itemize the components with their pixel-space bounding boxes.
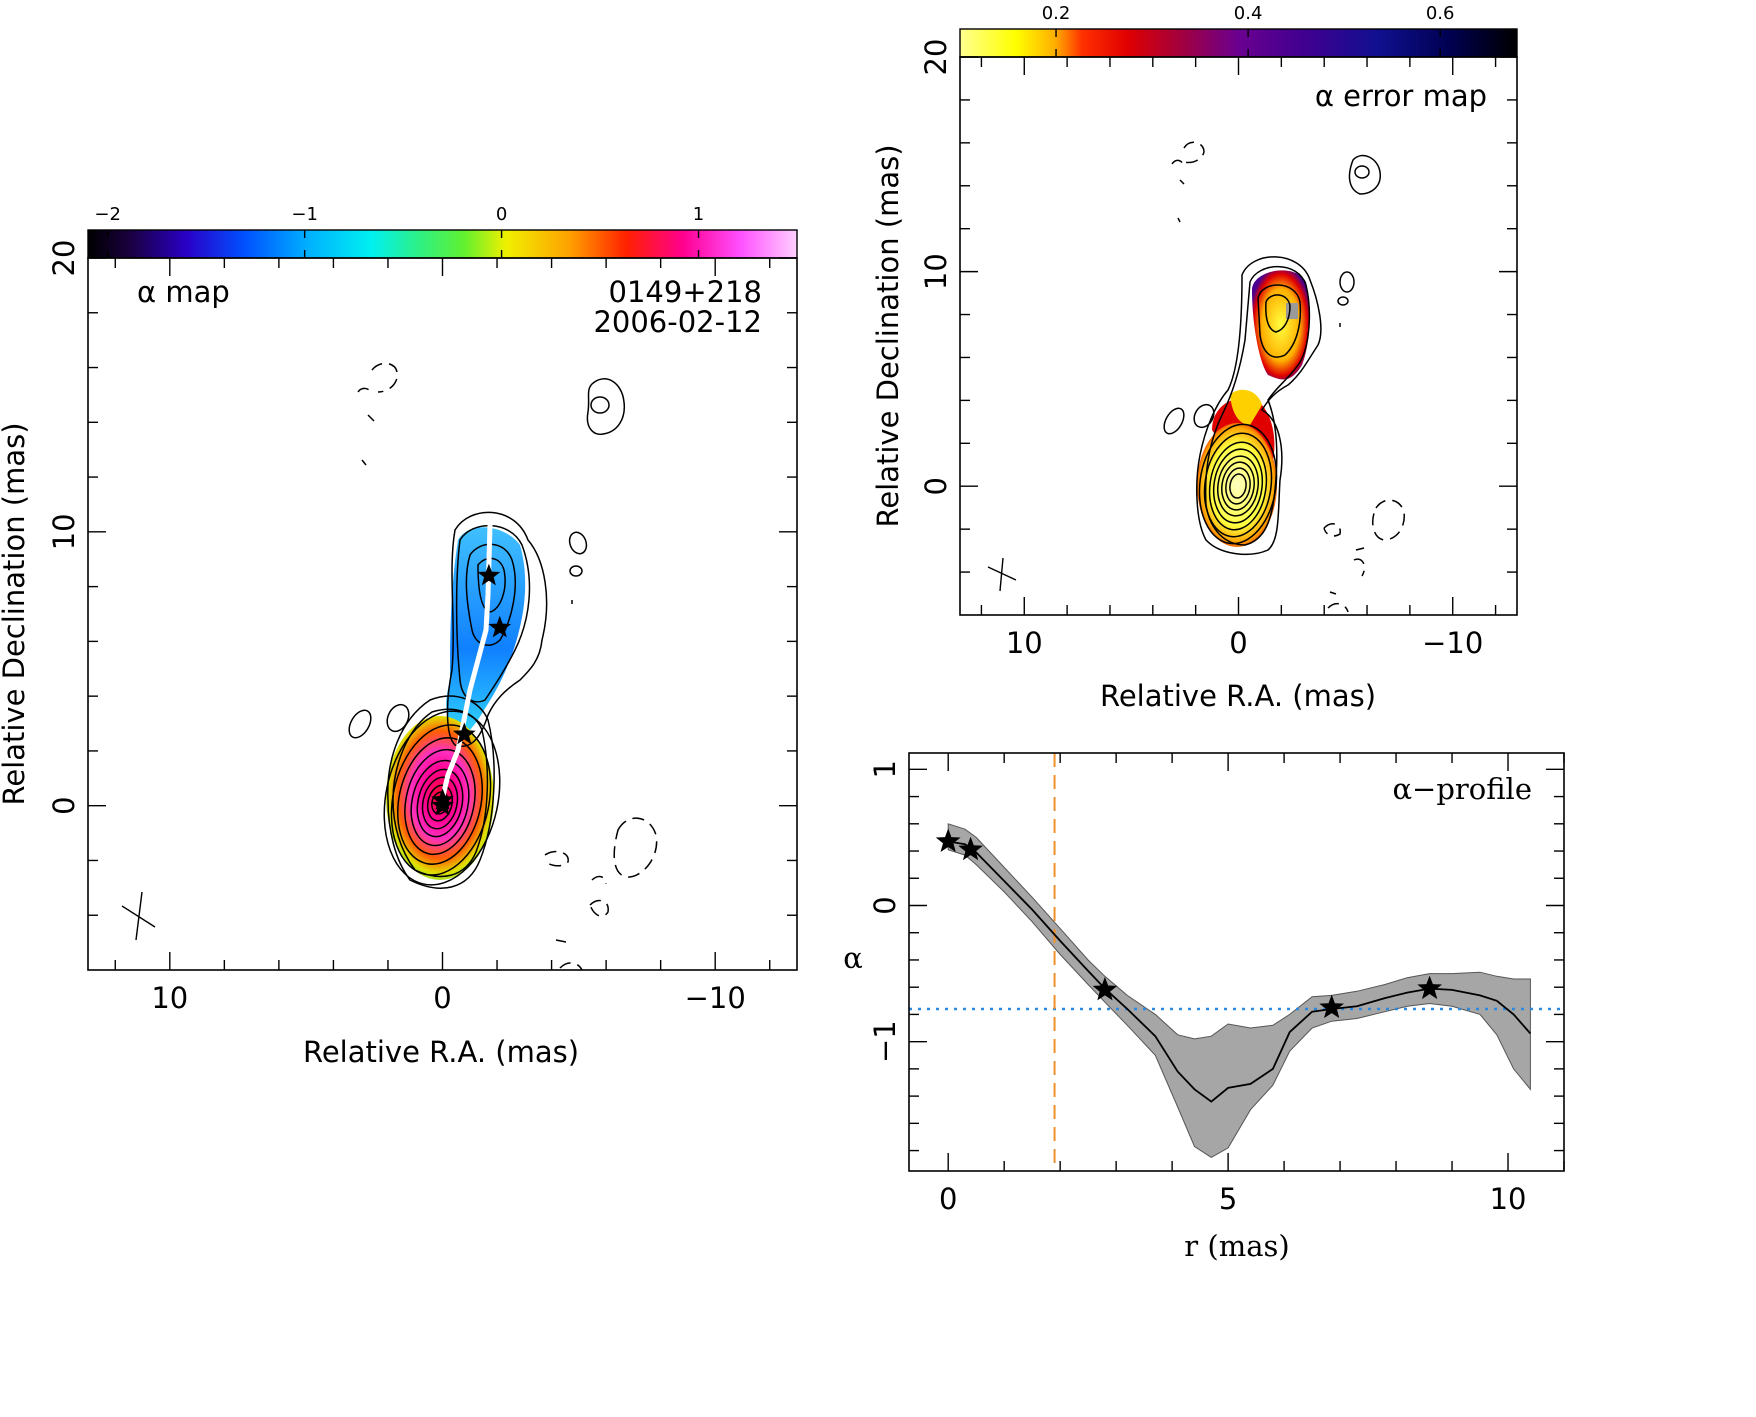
alpha-profile-ytick-label: 0 [868, 896, 902, 914]
alpha-map-cb-tick-label: −1 [291, 204, 318, 225]
error-map-xlabel: Relative R.A. (mas) [1100, 679, 1376, 713]
source-name-label: 0149+218 [609, 275, 762, 309]
alpha-profile-line [948, 840, 1532, 1103]
alpha-profile-frame [908, 752, 1565, 1172]
alpha-profile-star [1417, 975, 1442, 1000]
alpha-map-ytick-label: 0 [47, 796, 81, 814]
alpha-profile-xtick-label: 10 [1490, 1182, 1527, 1216]
error-colorbar [959, 28, 1518, 58]
alpha-colorbar-ticks: −2 −1 0 1 [94, 204, 704, 258]
alpha-profile-plot [909, 753, 1564, 1171]
alpha-map-xtick-label: −10 [685, 981, 746, 1015]
alpha-profile-star [958, 836, 983, 861]
error-map-cb-tick-label: 0.2 [1042, 3, 1071, 24]
error-map-xtick-label: −10 [1422, 626, 1483, 660]
alpha-profile-xtick-label: 5 [1219, 1182, 1237, 1216]
error-colorbar-ticks: 0.2 0.4 0.6 [1042, 3, 1455, 57]
alpha-profile-star [935, 828, 961, 852]
alpha-error-map-panel: 0.2 0.4 0.6 [871, 3, 1518, 713]
error-map-ytick-label: 20 [919, 39, 953, 76]
error-map-cb-tick-label: 0.6 [1426, 3, 1455, 24]
alpha-profile-star [1092, 976, 1118, 1001]
alpha-map-annotation: α map [137, 275, 230, 309]
alpha-map-ticks: 10 0 −10 0 10 20 [47, 240, 797, 1015]
alpha-map-ylabel: Relative Declination (mas) [0, 422, 31, 805]
error-map-image [987, 141, 1405, 613]
alpha-map-cb-tick-label: −2 [94, 204, 121, 225]
alpha-map-ytick-label: 20 [47, 240, 81, 277]
alpha-map-xtick-label: 0 [433, 981, 451, 1015]
error-map-cb-tick-label: 0.4 [1234, 3, 1263, 24]
alpha-profile-ytick-label: −1 [868, 1020, 902, 1063]
alpha-map-star [477, 563, 501, 586]
alpha-profile-ytick-label: 1 [868, 760, 902, 778]
error-map-ylabel: Relative Declination (mas) [871, 144, 905, 527]
alpha-profile-error-band [947, 823, 1531, 1158]
alpha-profile-xlabel: r (mas) [1184, 1229, 1289, 1263]
alpha-map-image [121, 362, 658, 971]
alpha-map-star [452, 722, 476, 745]
alpha-map-ytick-label: 10 [47, 513, 81, 550]
alpha-profile-star [1319, 994, 1344, 1019]
error-map-ytick-label: 0 [919, 477, 953, 495]
error-map-ticks: 10 0 −10 0 10 20 [919, 39, 1517, 660]
alpha-map-xlabel: Relative R.A. (mas) [303, 1035, 579, 1069]
observation-date-label: 2006-02-12 [593, 305, 762, 339]
alpha-map-star [488, 615, 512, 638]
alpha-map-panel: −2 −1 0 1 [0, 204, 798, 1069]
alpha-map-star-markers [431, 563, 512, 816]
alpha-profile-annotation: α−profile [1392, 772, 1532, 806]
alpha-map-star [431, 788, 454, 810]
alpha-map-xtick-label: 10 [151, 981, 188, 1015]
error-map-ytick-label: 10 [919, 253, 953, 290]
error-map-xtick-label: 0 [1229, 626, 1247, 660]
error-map-xtick-label: 10 [1006, 626, 1043, 660]
alpha-profile-ylabel: α [843, 941, 863, 975]
alpha-colorbar [87, 229, 798, 259]
alpha-profile-xtick-label: 0 [939, 1182, 957, 1216]
alpha-map-cb-tick-label: 0 [496, 204, 507, 225]
alpha-map-cb-tick-label: 1 [693, 204, 704, 225]
error-map-annotation: α error map [1315, 79, 1487, 113]
